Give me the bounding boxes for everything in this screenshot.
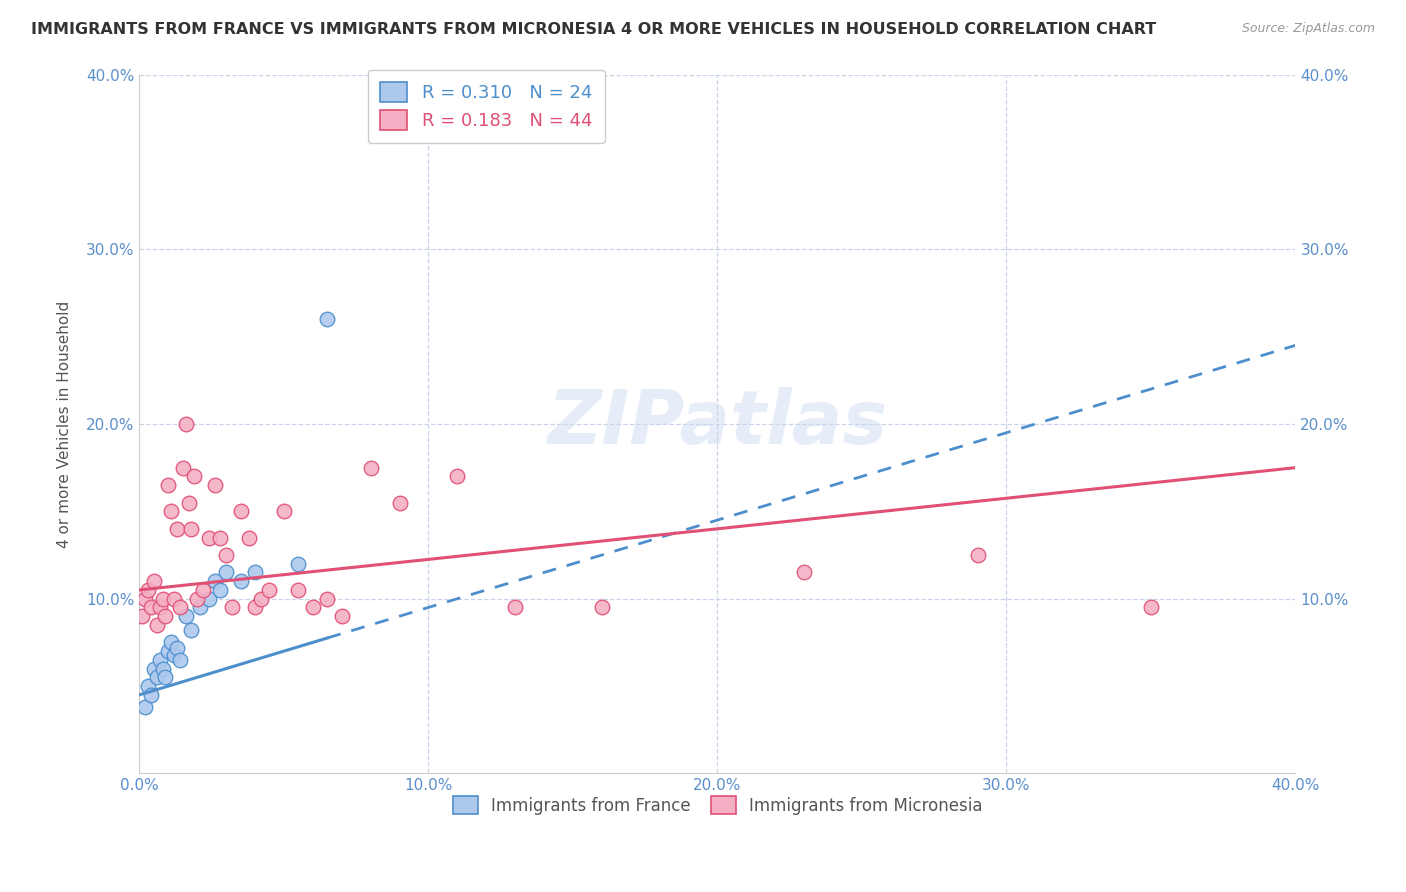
Point	[183, 469, 205, 483]
Point	[215, 548, 238, 562]
Point	[174, 609, 197, 624]
Point	[149, 600, 172, 615]
Point	[793, 566, 815, 580]
Point	[174, 417, 197, 431]
Point	[169, 653, 191, 667]
Point	[146, 670, 169, 684]
Point	[142, 662, 165, 676]
Point	[287, 557, 309, 571]
Point	[503, 600, 526, 615]
Point	[209, 582, 232, 597]
Point	[243, 600, 266, 615]
Point	[198, 531, 221, 545]
Point	[250, 591, 273, 606]
Point	[142, 574, 165, 589]
Point	[360, 460, 382, 475]
Point	[229, 504, 252, 518]
Y-axis label: 4 or more Vehicles in Household: 4 or more Vehicles in Household	[58, 301, 72, 548]
Point	[259, 582, 281, 597]
Point	[169, 600, 191, 615]
Point	[221, 600, 243, 615]
Point	[330, 609, 353, 624]
Point	[157, 644, 180, 658]
Text: ZIPatlas: ZIPatlas	[547, 387, 887, 460]
Point	[131, 609, 153, 624]
Point	[215, 566, 238, 580]
Text: IMMIGRANTS FROM FRANCE VS IMMIGRANTS FROM MICRONESIA 4 OR MORE VEHICLES IN HOUSE: IMMIGRANTS FROM FRANCE VS IMMIGRANTS FRO…	[31, 22, 1156, 37]
Point	[204, 574, 226, 589]
Point	[163, 648, 186, 662]
Point	[966, 548, 988, 562]
Point	[136, 679, 159, 693]
Point	[157, 478, 180, 492]
Point	[177, 495, 200, 509]
Point	[160, 504, 183, 518]
Point	[163, 591, 186, 606]
Point	[287, 582, 309, 597]
Point	[155, 670, 177, 684]
Point	[191, 582, 214, 597]
Point	[243, 566, 266, 580]
Point	[139, 688, 162, 702]
Point	[238, 531, 260, 545]
Point	[160, 635, 183, 649]
Point	[1140, 600, 1163, 615]
Point	[146, 618, 169, 632]
Point	[136, 582, 159, 597]
Point	[149, 653, 172, 667]
Point	[139, 600, 162, 615]
Point	[134, 591, 156, 606]
Point	[273, 504, 295, 518]
Point	[155, 609, 177, 624]
Point	[209, 531, 232, 545]
Point	[204, 478, 226, 492]
Point	[316, 312, 339, 326]
Point	[446, 469, 468, 483]
Point	[229, 574, 252, 589]
Point	[388, 495, 411, 509]
Point	[198, 591, 221, 606]
Point	[188, 600, 211, 615]
Point	[152, 662, 174, 676]
Point	[134, 700, 156, 714]
Point	[180, 623, 202, 637]
Point	[591, 600, 613, 615]
Point	[166, 522, 188, 536]
Point	[301, 600, 323, 615]
Point	[180, 522, 202, 536]
Text: Source: ZipAtlas.com: Source: ZipAtlas.com	[1241, 22, 1375, 36]
Point	[186, 591, 208, 606]
Point	[166, 640, 188, 655]
Point	[172, 460, 194, 475]
Legend: Immigrants from France, Immigrants from Micronesia: Immigrants from France, Immigrants from …	[443, 786, 993, 824]
Point	[316, 591, 339, 606]
Point	[152, 591, 174, 606]
